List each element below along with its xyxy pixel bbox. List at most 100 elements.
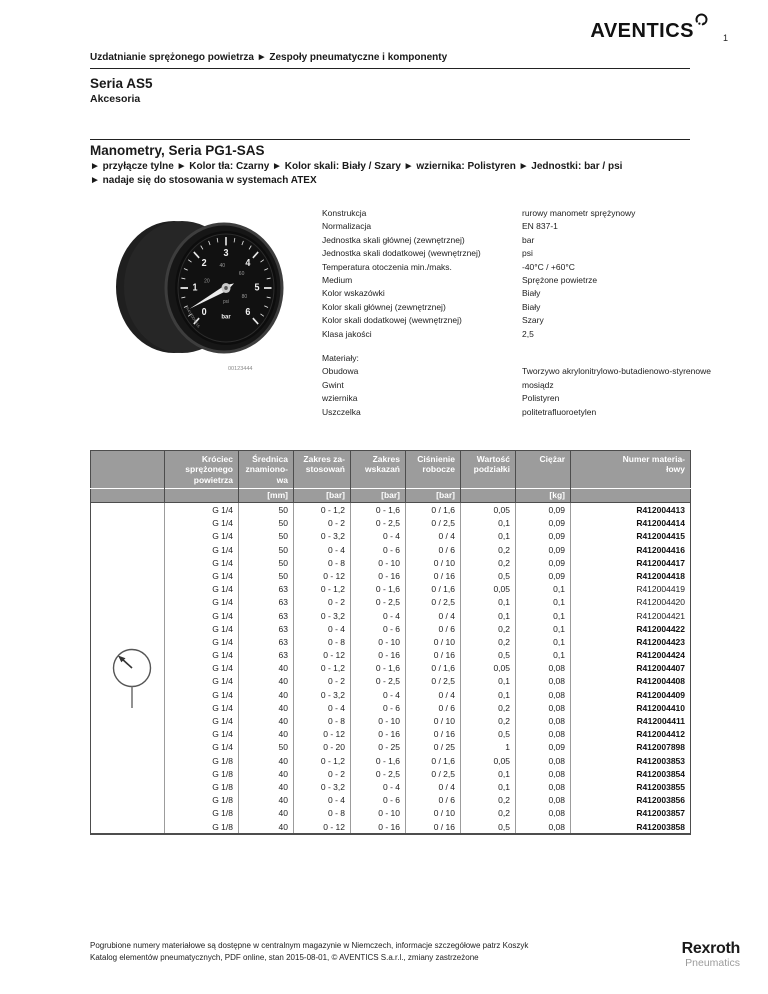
table-cell: 0 - 1,2 (293, 582, 351, 596)
material-number-cell: R412004415 (570, 529, 691, 543)
table-cell-icon-col (91, 820, 165, 834)
svg-text:40: 40 (219, 263, 225, 269)
gauge-symbol-icon (110, 646, 154, 717)
table-cell: 0 / 4 (405, 608, 461, 623)
spec-row: wziernika Polistyren (322, 392, 762, 405)
svg-text:1: 1 (192, 282, 198, 294)
spec-value: psi (522, 248, 533, 259)
table-cell: 0,1 (515, 622, 571, 636)
table-row: G 1/8 40 0 - 12 0 - 16 0 / 16 0,5 0,08 R4120038… (91, 819, 691, 835)
table-unit-cell: [kg] (515, 488, 571, 504)
table-unit-cell: [bar] (350, 488, 406, 504)
table-unit-cell: [mm] (238, 488, 294, 504)
table-cell: 0 - 1,6 (350, 754, 406, 768)
table-cell: 50 (238, 740, 294, 754)
table-unit-cell (570, 488, 691, 504)
table-cell: G 1/4 (164, 569, 239, 583)
table-cell: 0,08 (515, 688, 571, 702)
table-cell: 0,08 (515, 714, 571, 728)
table-header-cell: Średnica znamiono- wa (238, 450, 294, 489)
table-cell: 0 / 6 (405, 701, 461, 715)
table-cell: 0,09 (515, 502, 571, 517)
material-number-cell: R412004412 (570, 727, 691, 741)
table-cell: 50 (238, 516, 294, 530)
svg-text:0: 0 (202, 307, 207, 319)
table-cell: 0,1 (460, 595, 516, 609)
table-cell: 0 - 8 (293, 635, 351, 649)
table-cell-icon-col (91, 556, 165, 569)
table-cell: 0 - 4 (350, 529, 406, 543)
materials-list: Obudowa Tworzywo akrylonitrylowo-butadien… (322, 365, 762, 419)
table-cell-icon-col (91, 794, 165, 807)
table-cell: 40 (238, 806, 294, 820)
material-number-cell: R412003857 (570, 806, 691, 820)
table-header-cell (90, 450, 165, 489)
table-cell: 0,5 (460, 569, 516, 583)
table-cell: 0 - 10 (350, 714, 406, 728)
table-cell-icon-col (91, 609, 165, 622)
materials-title: Materiały: (322, 353, 359, 363)
material-number-cell: R412004424 (570, 648, 691, 662)
table-cell: 0,1 (515, 608, 571, 623)
table-header-cell: Wartość podziałki (460, 450, 516, 489)
table-cell: 50 (238, 529, 294, 543)
spec-list: Konstrukcja rurowy manometr sprężynowy Nor… (322, 207, 762, 341)
table-cell: G 1/4 (164, 543, 239, 557)
material-number-cell: R412004420 (570, 595, 691, 609)
spec-label: Obudowa (322, 366, 359, 377)
table-cell: G 1/4 (164, 661, 239, 675)
svg-text:psi: psi (223, 299, 229, 305)
material-number-cell: R412004421 (570, 608, 691, 623)
table-cell: 0 - 12 (293, 819, 351, 835)
table-cell: 0 - 1,6 (350, 582, 406, 596)
spec-label: Konstrukcja (322, 208, 367, 218)
table-cell: 0 / 2,5 (405, 767, 461, 781)
spec-row: Temperatura otoczenia min./maks. -40°C / … (322, 261, 762, 274)
svg-text:60: 60 (239, 271, 245, 277)
table-cell: 40 (238, 727, 294, 741)
table-cell: 0,05 (460, 502, 516, 517)
table-cell: 0 - 4 (350, 608, 406, 623)
table-cell: 0,2 (460, 543, 516, 557)
table-cell: 0 / 2,5 (405, 674, 461, 689)
table-cell: 0 - 2,5 (350, 595, 406, 609)
svg-text:5: 5 (254, 282, 260, 294)
svg-text:2: 2 (202, 258, 207, 270)
rexroth-wordmark: Rexroth (681, 940, 741, 957)
spec-value: bar (522, 234, 535, 245)
table-cell: 50 (238, 543, 294, 557)
table-cell: G 1/4 (164, 502, 239, 517)
table-cell: 0,08 (515, 793, 571, 807)
table-cell: 40 (238, 701, 294, 715)
table-cell: 0 / 1,6 (405, 661, 461, 675)
table-cell: 0,2 (460, 622, 516, 636)
spec-label: wziernika (322, 393, 358, 404)
table-cell: 0 / 1,6 (405, 502, 461, 517)
table-cell: 0 / 2,5 (405, 595, 461, 609)
table-cell: 0 - 6 (350, 793, 406, 807)
series-subtitle: Akcesoria (90, 93, 141, 105)
table-row: G 1/4 50 0 - 20 0 - 25 0 / 25 1 0,09 R412007898 (91, 740, 691, 754)
table-cell: 0 - 10 (350, 806, 406, 820)
table-unit-cell: [bar] (405, 488, 461, 504)
spec-label: Kolor wskazówki (322, 288, 385, 299)
table-cell: 0 - 12 (293, 727, 351, 741)
table-cell: 0 - 4 (293, 543, 351, 557)
table-cell: 0 - 6 (350, 622, 406, 636)
spec-value: Sprężone powietrze (522, 275, 598, 286)
table-cell: 0,2 (460, 806, 516, 820)
table-cell-icon-col (91, 807, 165, 820)
table-cell: 0,09 (515, 556, 571, 570)
table-cell: 0 - 10 (350, 635, 406, 649)
table-cell: G 1/8 (164, 780, 239, 794)
table-cell: 0 / 10 (405, 714, 461, 728)
